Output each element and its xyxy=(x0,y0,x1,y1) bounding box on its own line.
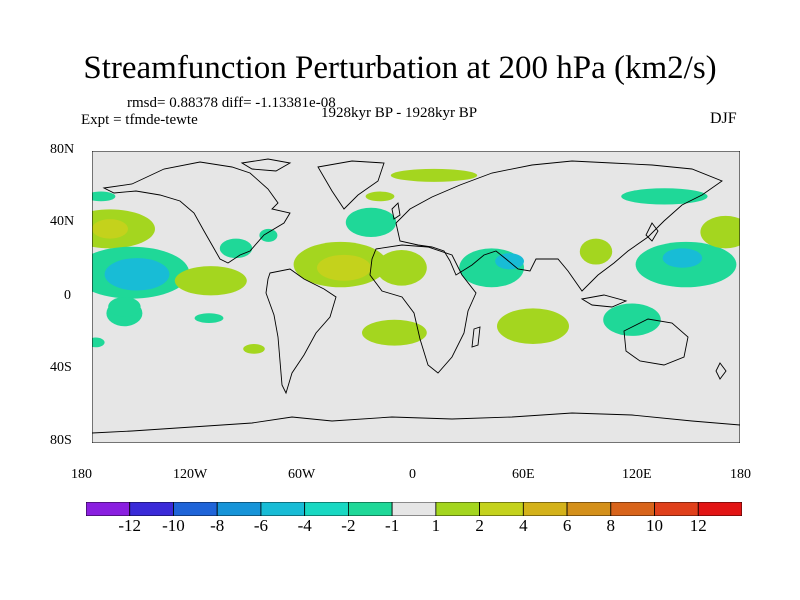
anomaly-neg1-14 xyxy=(345,207,397,237)
coast-arctic-islands xyxy=(240,158,292,172)
colorbar-label-4: -4 xyxy=(297,516,312,535)
period-label: 1928kyr BP - 1928kyr BP xyxy=(321,105,478,121)
anomaly-pos1-18 xyxy=(390,168,478,182)
lat-label-0: 0 xyxy=(64,288,71,303)
anomaly-pos1-7 xyxy=(174,266,247,296)
colorbar-box-10 xyxy=(522,502,568,516)
colorbar-box-8 xyxy=(435,502,481,516)
anomaly-pos1-15 xyxy=(365,191,395,202)
experiment-label: Expt = tfmde-tewte xyxy=(81,112,198,128)
colorbar-label-1: -10 xyxy=(162,516,185,535)
coastlines xyxy=(92,158,740,434)
coast-greenland xyxy=(317,160,385,210)
coast-new-zealand xyxy=(715,362,727,380)
anomaly-pos1-17 xyxy=(243,344,265,354)
colorbar-box-9 xyxy=(479,502,524,516)
colorbar-label-10: 6 xyxy=(562,516,572,535)
lon-label-0: 0 xyxy=(409,467,416,482)
coast-maritime-continent xyxy=(580,294,628,308)
lon-label-120w: 120W xyxy=(173,467,208,482)
season-label: DJF xyxy=(710,110,737,127)
anomaly-neg1-8 xyxy=(219,238,253,259)
anomaly-pos2-1 xyxy=(92,219,128,239)
map-plot xyxy=(92,151,740,443)
colorbar-label-12: 10 xyxy=(646,516,664,535)
colorbar-box-7 xyxy=(391,502,437,516)
colorbar-box-1 xyxy=(129,502,174,516)
lon-label-180e: 180 xyxy=(730,467,751,482)
anomaly-pos1-13 xyxy=(376,249,427,286)
colorbar xyxy=(86,502,742,516)
anomaly-neg1-23 xyxy=(603,303,661,336)
colorbar-label-5: -2 xyxy=(341,516,356,535)
colorbar-box-13 xyxy=(654,502,699,516)
lat-label-80s: 80S xyxy=(50,433,72,448)
coast-australia xyxy=(623,318,689,366)
colorbar-label-3: -6 xyxy=(253,516,269,535)
colorbar-box-3 xyxy=(216,502,262,516)
colorbar-box-0 xyxy=(86,502,131,516)
coast-eurasia xyxy=(395,160,723,292)
coast-madagascar xyxy=(471,326,481,348)
lat-label-80n: 80N xyxy=(50,142,75,157)
lon-label-60e: 60E xyxy=(512,467,535,482)
colorbar-box-5 xyxy=(304,502,349,516)
colorbar-box-6 xyxy=(347,502,393,516)
colorbar-label-0: -12 xyxy=(118,516,142,535)
anomaly-neg1-6 xyxy=(92,337,105,348)
rmsd-diff-stats: rmsd= 0.88378 diff= -1.13381e-08 xyxy=(127,95,336,111)
lon-label-60w: 60W xyxy=(288,467,316,482)
colorbar-label-9: 4 xyxy=(519,516,528,535)
colorbar-label-8: 2 xyxy=(475,516,484,535)
coast-japan xyxy=(645,222,659,242)
coast-africa xyxy=(369,244,477,374)
anomaly-layer xyxy=(92,168,740,354)
lat-label-40n: 40N xyxy=(50,214,75,229)
colorbar-label-11: 8 xyxy=(606,516,616,535)
colorbar-label-7: 1 xyxy=(431,516,441,535)
coast-british-isles xyxy=(391,202,401,220)
colorbar-label-2: -8 xyxy=(210,516,225,535)
anomaly-pos2-12 xyxy=(317,254,371,281)
coast-south-america xyxy=(265,268,337,395)
anomaly-neg1-28 xyxy=(92,191,116,202)
anomaly-neg2-20 xyxy=(495,253,524,270)
anomaly-neg1-27 xyxy=(621,188,708,205)
colorbar-box-4 xyxy=(260,502,306,516)
coast-antarctica xyxy=(92,412,740,434)
anomaly-pos1-21 xyxy=(497,308,569,345)
coast-north-america xyxy=(102,161,291,264)
anomaly-neg1-9 xyxy=(194,313,224,323)
figure-title: Streamfunction Perturbation at 200 hPa (… xyxy=(83,50,717,86)
colorbar-box-2 xyxy=(173,502,218,516)
anomaly-neg1-5 xyxy=(108,297,141,317)
lon-label-180w: 180 xyxy=(71,467,92,482)
anomaly-pos1-26 xyxy=(700,215,740,249)
colorbar-box-11 xyxy=(566,502,612,516)
colorbar-label-13: 12 xyxy=(689,516,707,535)
anomaly-neg2-25 xyxy=(662,248,703,268)
anomaly-neg2-3 xyxy=(104,258,170,291)
colorbar-box-14 xyxy=(697,502,742,516)
lon-label-120e: 120E xyxy=(622,467,652,482)
lat-label-40s: 40S xyxy=(50,360,72,375)
colorbar-label-6: -1 xyxy=(385,516,400,535)
anomaly-neg1-10 xyxy=(259,228,278,242)
anomaly-pos1-16 xyxy=(362,319,427,346)
colorbar-box-12 xyxy=(610,502,655,516)
anomaly-pos1-22 xyxy=(579,238,613,265)
